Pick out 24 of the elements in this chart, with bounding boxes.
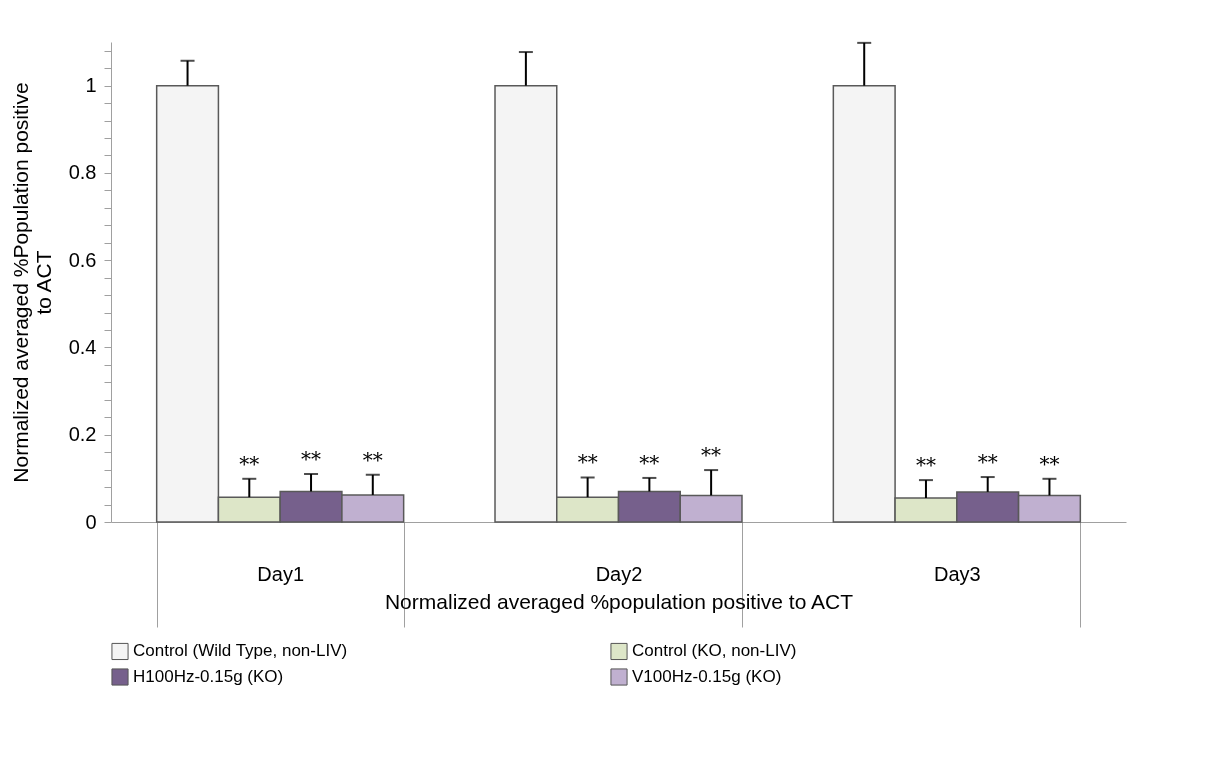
y-tick-label: 0.8: [68, 161, 97, 184]
data-label: **: [577, 450, 598, 475]
x-axis-title: Normalized averaged %population positive to ACT: [384, 590, 854, 613]
y-tick-label: 1: [85, 74, 97, 97]
legend-label: V100Hz-0.15g (KO): [632, 667, 782, 686]
data-label: **: [1039, 451, 1060, 476]
y-axis-title: Normalized averaged %Population positive to ACT: [8, 82, 55, 483]
x-tick-label: Day3: [933, 562, 981, 585]
legend-label: H100Hz-0.15g (KO): [133, 667, 284, 686]
data-label: **: [977, 450, 998, 475]
data-label: **: [639, 450, 660, 475]
x-tick-label: Day1: [257, 562, 305, 585]
data-label: **: [362, 447, 383, 472]
data-label: **: [701, 443, 722, 468]
data-label: **: [915, 453, 936, 478]
y-tick-label: 0.4: [68, 335, 97, 358]
data-label: **: [301, 447, 322, 471]
data-label: **: [239, 451, 260, 476]
y-tick-label: 0.6: [68, 248, 97, 271]
y-tick-label: 0.2: [68, 423, 97, 446]
legend-label: Control (Wild Type, non-LIV): [133, 641, 348, 661]
y-tick-label: 0: [85, 510, 97, 533]
x-tick-label: Day2: [595, 562, 643, 585]
legend-label: Control (KO, non-LIV): [632, 641, 797, 661]
